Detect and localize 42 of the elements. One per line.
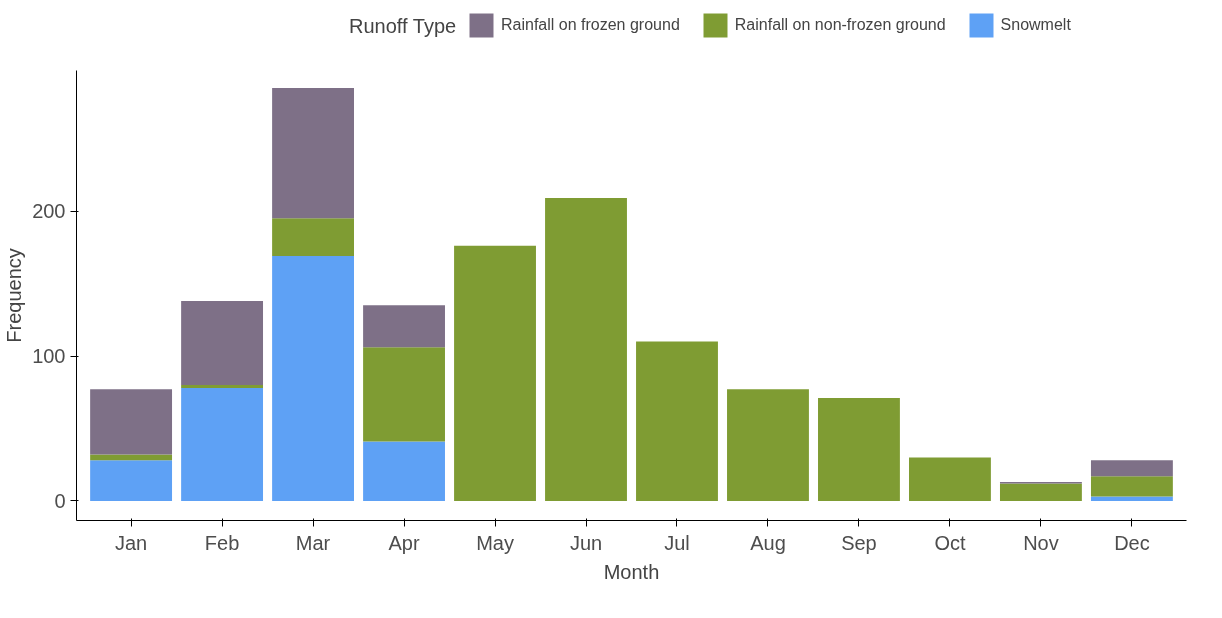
x-tick-label: Mar — [295, 531, 331, 554]
x-tick-label: Aug — [750, 531, 786, 554]
bar — [999, 483, 1082, 501]
x-tick-label: Sep — [841, 531, 877, 554]
y-axis-title: Frequency — [3, 248, 26, 343]
bar — [1090, 460, 1173, 477]
bar — [363, 347, 445, 442]
bar — [1090, 496, 1173, 501]
x-tick-label: Jul — [664, 531, 690, 554]
bar — [727, 389, 809, 501]
bar — [818, 398, 900, 501]
x-tick-label: Oct — [934, 531, 966, 554]
bar — [1090, 476, 1173, 497]
x-tick-label: Jun — [569, 531, 603, 554]
bar — [272, 87, 354, 219]
y-tick-label: 100 — [32, 345, 66, 368]
x-axis-title: Month — [603, 560, 660, 583]
x-tick-label: May — [476, 531, 514, 554]
legend-label: Rainfall on frozen ground — [501, 16, 680, 34]
bar — [90, 460, 173, 501]
bar — [272, 218, 354, 257]
bar — [181, 387, 264, 501]
bar — [181, 384, 264, 388]
x-tick-label: Nov — [1023, 531, 1059, 554]
legend-label: Rainfall on non-frozen ground — [734, 16, 946, 34]
bar — [363, 305, 445, 348]
bar — [90, 389, 173, 455]
bar — [454, 245, 536, 501]
legend-label: Snowmelt — [1000, 16, 1071, 34]
y-tick-label: 200 — [32, 200, 66, 223]
legend-title: Runoff Type — [349, 14, 457, 37]
bar — [545, 198, 627, 501]
bar — [636, 341, 718, 501]
bar — [363, 441, 445, 501]
x-tick-label: Feb — [204, 531, 240, 554]
bar — [272, 256, 354, 501]
bar — [909, 457, 991, 501]
x-tick-label: Jan — [114, 531, 148, 554]
bar — [181, 300, 264, 385]
x-tick-label: Apr — [388, 531, 420, 554]
x-tick-label: Dec — [1114, 531, 1150, 554]
y-tick-label: 0 — [54, 489, 66, 512]
